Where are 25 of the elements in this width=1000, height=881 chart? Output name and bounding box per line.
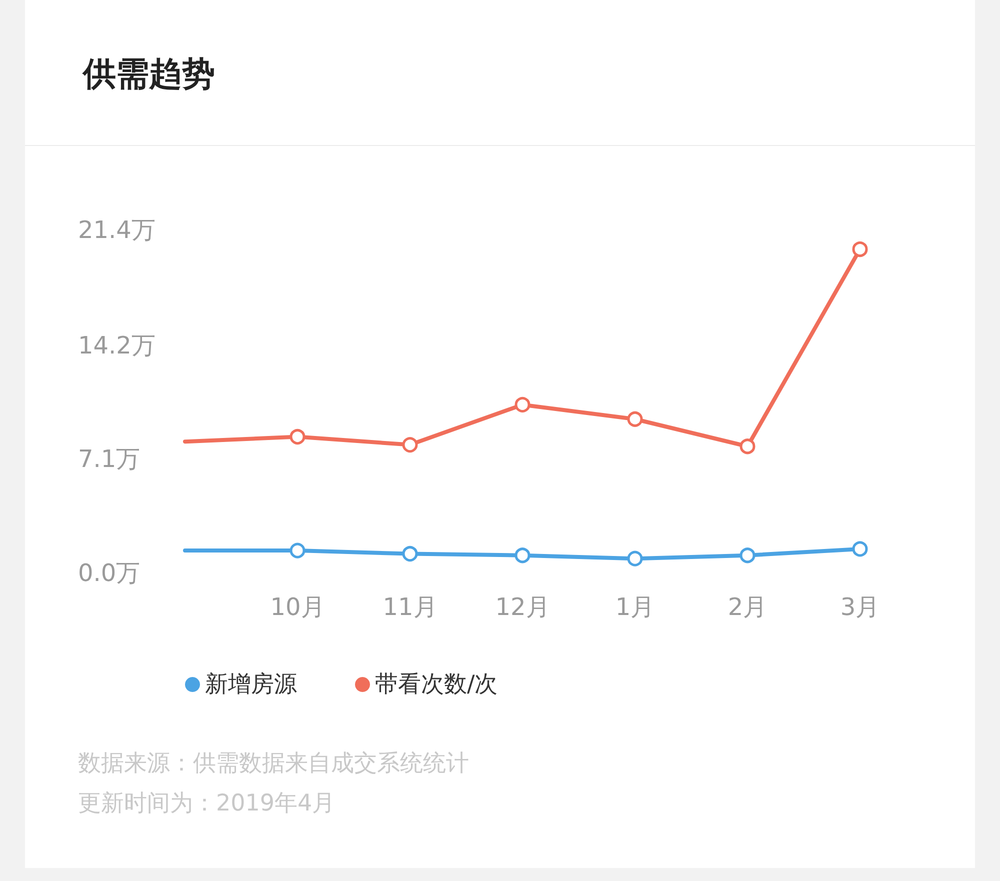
point [402,546,418,562]
point [514,396,530,412]
x-tick-label: 2月 [728,593,768,621]
point [740,548,756,564]
x-tick-label: 10月 [270,593,325,621]
y-tick-label: 0.0万 [78,559,140,587]
point [852,541,868,557]
point [514,548,530,564]
point [627,550,643,566]
legend-label: 带看次数/次 [375,672,498,698]
point [402,437,418,453]
point [290,429,306,445]
x-tick-label: 1月 [615,593,655,621]
y-tick-label: 14.2万 [78,331,156,360]
y-tick-label: 21.4万 [78,216,156,244]
y-tick-label: 7.1万 [78,445,140,474]
chart-title: 供需趋势 [82,54,215,93]
point [740,438,756,454]
legend-label: 新增房源 [205,672,297,698]
point [627,411,643,427]
x-tick-label: 12月 [495,593,550,621]
x-tick-label: 11月 [382,593,438,621]
x-tick-label: 3月 [840,593,880,621]
point [290,542,306,558]
point [852,241,868,257]
